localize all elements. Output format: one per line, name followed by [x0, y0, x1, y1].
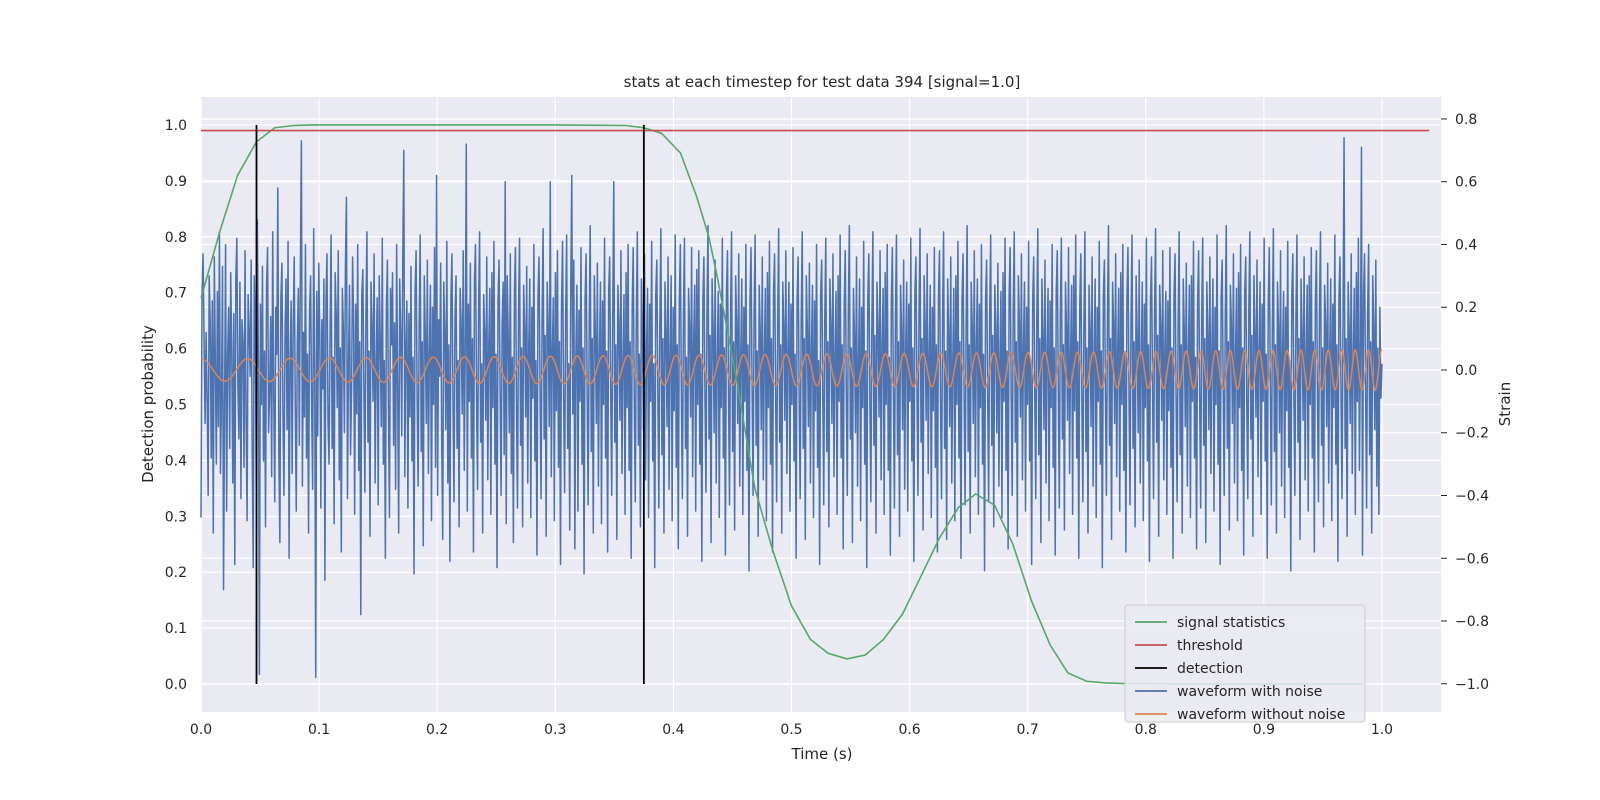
left-axis-label: Detection probability — [139, 325, 157, 483]
legend-label: signal statistics — [1177, 615, 1285, 631]
series-line-waveform-with-noise — [200, 137, 1383, 679]
right-y-tick-label: −0.6 — [1455, 551, 1489, 567]
x-tick-label: 1.0 — [1371, 722, 1393, 738]
right-y-tick-label: 0.6 — [1455, 175, 1477, 191]
left-y-tick-label: 0.7 — [165, 286, 187, 302]
left-y-tick-label: 0.6 — [165, 342, 187, 358]
x-tick-label: 0.4 — [662, 722, 684, 738]
right-y-tick-label: 0.8 — [1455, 112, 1477, 128]
legend-label: waveform with noise — [1177, 684, 1322, 700]
left-y-tick-label: 0.0 — [165, 677, 187, 693]
x-axis-ticks: 0.0 0.1 0.2 0.3 0.4 0.5 0.6 0.7 0.8 0.9 1.0 — [190, 722, 1393, 738]
left-axis-ticks: 0.0 0.1 0.2 0.3 0.4 0.5 0.6 0.7 0.8 0.9 1.0 — [165, 118, 187, 693]
x-tick-label: 0.8 — [1135, 722, 1157, 738]
right-y-tick-label: −0.8 — [1455, 614, 1489, 630]
right-y-tick-label: 0.2 — [1455, 300, 1477, 316]
left-y-tick-label: 0.3 — [165, 509, 187, 525]
x-axis-label: Time (s) — [791, 745, 853, 763]
x-tick-label: 0.2 — [426, 722, 448, 738]
x-tick-label: 0.0 — [190, 722, 212, 738]
left-y-tick-label: 0.4 — [165, 453, 187, 469]
x-tick-label: 0.6 — [898, 722, 920, 738]
right-y-tick-label: 0.4 — [1455, 237, 1477, 253]
legend-label: threshold — [1177, 638, 1243, 654]
right-y-tick-label: −1.0 — [1455, 677, 1489, 693]
series-layer — [200, 124, 1430, 685]
x-tick-label: 0.3 — [544, 722, 566, 738]
x-tick-label: 0.7 — [1017, 722, 1039, 738]
x-tick-label: 0.1 — [308, 722, 330, 738]
left-y-tick-label: 1.0 — [165, 118, 187, 134]
right-y-tick-label: −0.4 — [1455, 488, 1489, 504]
left-y-tick-label: 0.9 — [165, 174, 187, 190]
series-line-waveform-without-noise — [200, 348, 1383, 392]
legend: signal statistics threshold detection wavef… — [1124, 604, 1366, 723]
left-y-tick-label: 0.5 — [165, 398, 187, 414]
legend-label: waveform without noise — [1177, 707, 1345, 723]
legend-label: detection — [1177, 661, 1243, 677]
left-y-tick-label: 0.1 — [165, 621, 187, 637]
right-y-tick-label: −0.2 — [1455, 426, 1489, 442]
right-axis-ticks: −1.0 −0.8 −0.6 −0.4 −0.2 0.0 0.2 0.4 0.6 0.8 — [1441, 112, 1489, 693]
x-tick-label: 0.5 — [780, 722, 802, 738]
left-y-tick-label: 0.2 — [165, 565, 187, 581]
x-tick-label: 0.9 — [1253, 722, 1275, 738]
legend-box — [1124, 604, 1366, 723]
chart-title: stats at each timestep for test data 394… — [624, 73, 1021, 91]
left-y-tick-label: 0.8 — [165, 230, 187, 246]
series-line-signal-statistics — [200, 124, 1364, 685]
right-axis-label: Strain — [1496, 382, 1514, 426]
right-y-tick-label: 0.0 — [1455, 363, 1477, 379]
